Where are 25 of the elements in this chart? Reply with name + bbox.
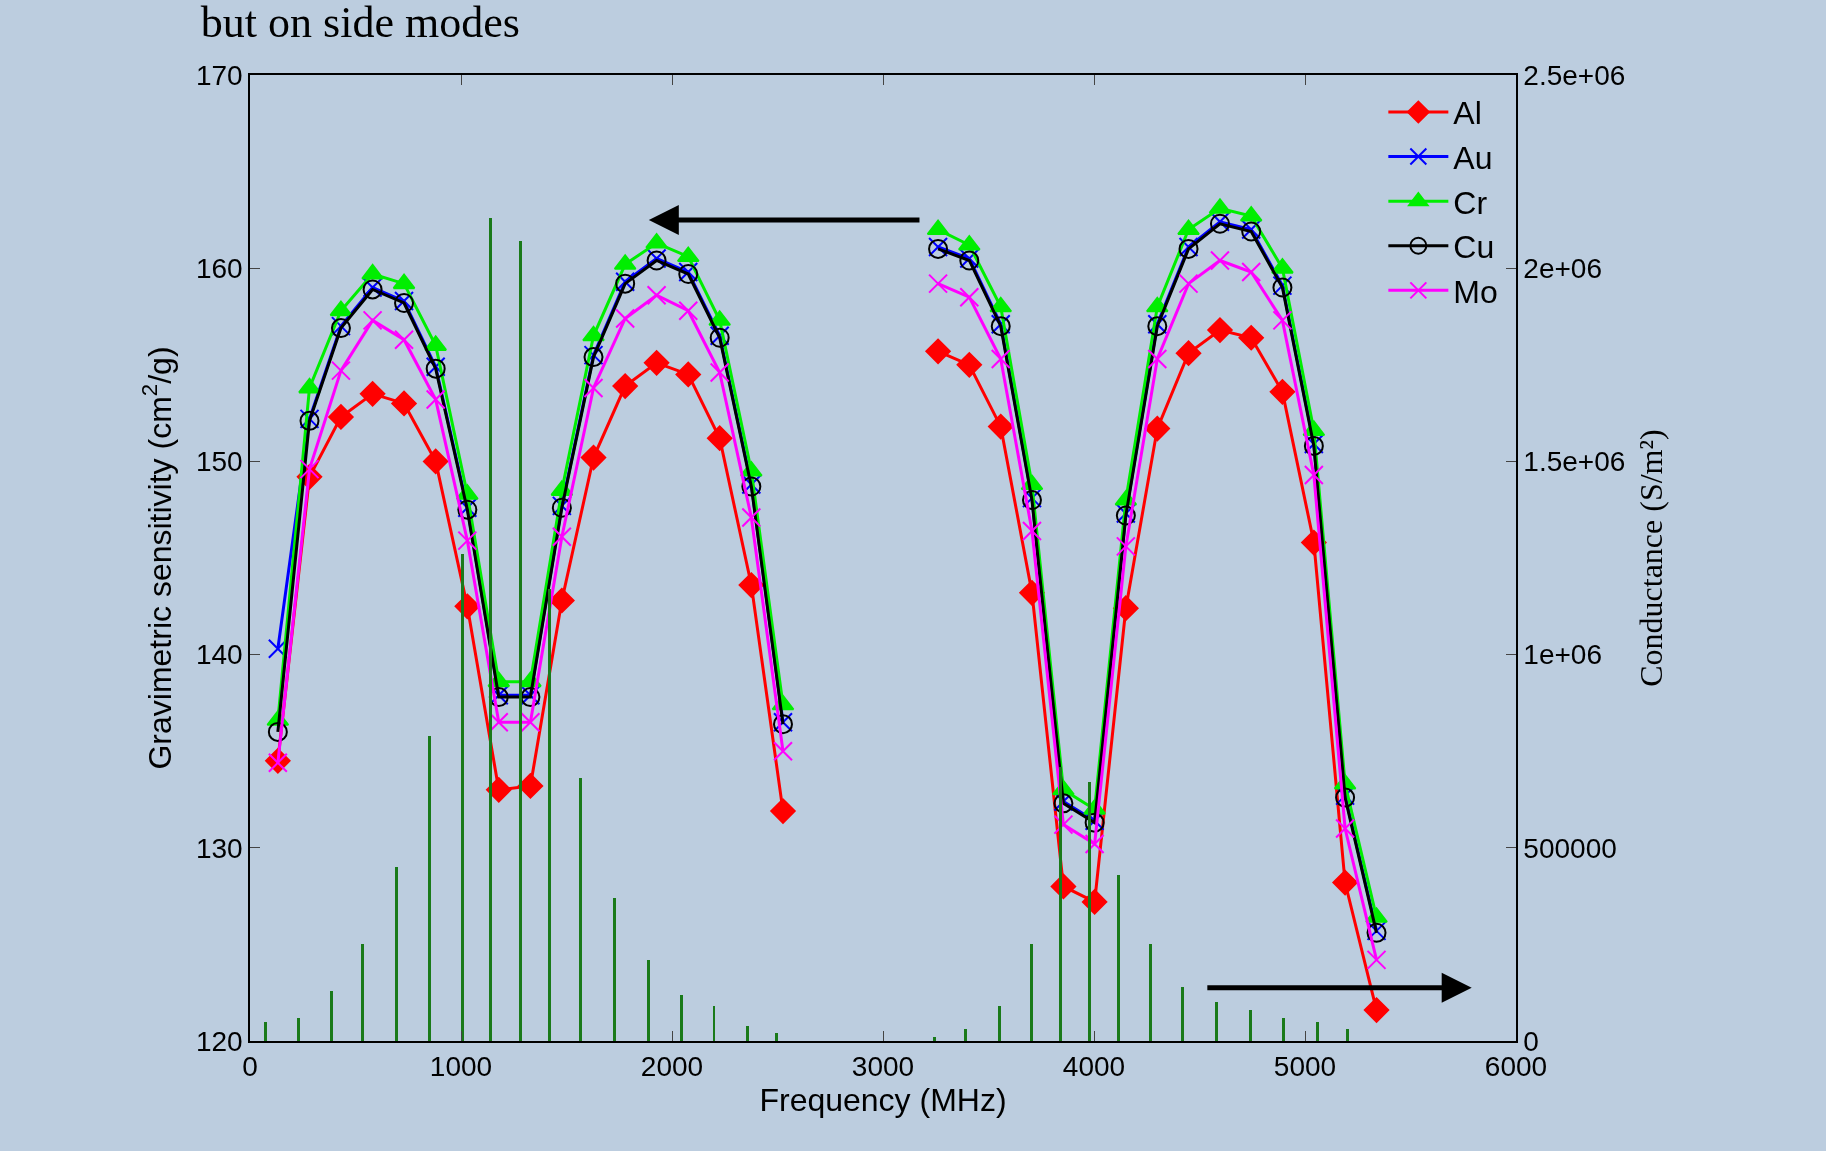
x-tick-label: 0: [242, 1051, 258, 1083]
x-tick-label: 4000: [1062, 1051, 1126, 1083]
y2-axis-title: Conductance (S/m²): [1632, 429, 1669, 687]
y2-tick-label: 2.5e+06: [1523, 59, 1626, 91]
x-tick-label: 2000: [640, 1051, 704, 1083]
legend-label: Al: [1453, 95, 1482, 132]
y2-tick-label: 1.5e+06: [1523, 446, 1626, 478]
y-tick-label: 120: [195, 1025, 243, 1057]
x-axis-title: Frequency (MHz): [759, 1082, 1007, 1119]
chart-title: but on side modes: [200, 0, 520, 47]
legend-label: Mo: [1453, 273, 1498, 310]
y-tick-label: 160: [195, 253, 243, 284]
y2-tick-label: 1e+06: [1523, 639, 1602, 671]
y-tick-label: 130: [195, 832, 243, 864]
y2-tick-label: 500000: [1523, 832, 1617, 864]
legend-label: Au: [1453, 140, 1493, 177]
y-tick-label: 140: [195, 639, 243, 671]
x-tick-label: 1000: [429, 1051, 493, 1083]
x-tick-label: 3000: [851, 1051, 915, 1083]
legend-label: Cu: [1453, 229, 1495, 266]
y2-tick-label: 2e+06: [1523, 253, 1602, 284]
y-tick-label: 170: [195, 59, 243, 91]
legend-label: Cr: [1453, 184, 1488, 221]
x-tick-label: 5000: [1273, 1051, 1337, 1083]
y-tick-label: 150: [195, 446, 243, 478]
